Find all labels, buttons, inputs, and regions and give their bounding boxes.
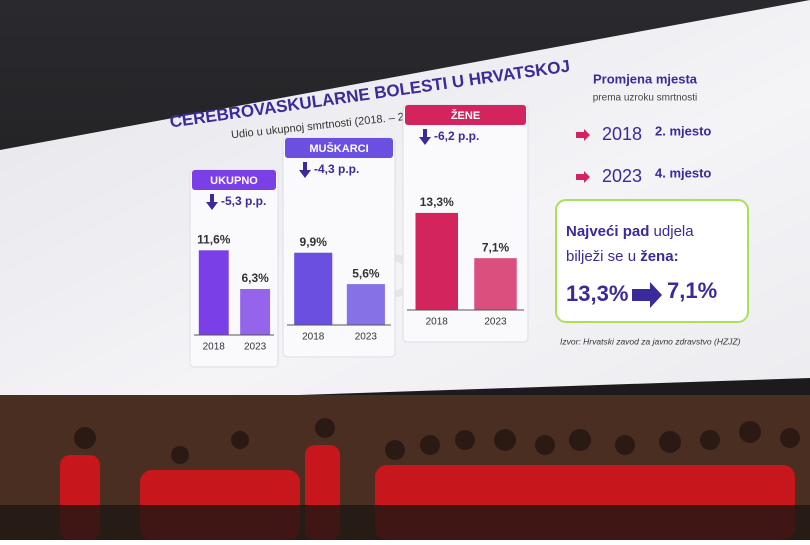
text: udjela xyxy=(654,223,695,240)
x-tick-label: 2018 xyxy=(203,342,226,353)
bar xyxy=(198,250,229,335)
highlight-box xyxy=(555,199,749,323)
value-label: 13,3% xyxy=(420,195,454,209)
x-tick-label: 2018 xyxy=(302,332,325,343)
highlight-line2: bilježi se u žena: xyxy=(566,248,679,265)
change-arrow xyxy=(206,194,218,210)
rank-place: 4. mjesto xyxy=(655,165,711,180)
bar xyxy=(346,284,385,325)
panel-title: ŽENE xyxy=(451,109,480,122)
highlight-to: 7,1% xyxy=(667,278,717,303)
bold: Najveći pad xyxy=(566,223,649,240)
panel-title: MUŠKARCI xyxy=(309,142,368,155)
highlight-line1: Najveći pad udjela xyxy=(566,223,694,240)
bar xyxy=(294,252,333,325)
rank-title: Promjena mjesta xyxy=(593,71,698,86)
bar xyxy=(415,212,458,310)
x-tick-label: 2018 xyxy=(426,317,449,328)
text: bilježi se u xyxy=(566,248,636,265)
panel-title: UKUPNO xyxy=(210,175,258,187)
x-tick-label: 2023 xyxy=(355,332,378,343)
highlight-from: 13,3% xyxy=(566,281,628,306)
value-label: 5,6% xyxy=(352,266,380,280)
rank-arrow xyxy=(576,129,590,141)
bar xyxy=(240,289,271,335)
change-label: -6,2 p.p. xyxy=(434,129,479,143)
highlight-arrow xyxy=(632,282,662,308)
value-label: 7,1% xyxy=(482,240,510,254)
change-label: -5,3 p.p. xyxy=(221,194,266,208)
heads xyxy=(74,418,800,464)
rank-place: 2. mjesto xyxy=(655,123,711,138)
change-label: -4,3 p.p. xyxy=(314,162,359,176)
audience xyxy=(0,505,810,540)
value-label: 11,6% xyxy=(197,232,231,246)
panel-header xyxy=(405,105,526,125)
rank-year: 2023 xyxy=(602,166,642,186)
change-arrow xyxy=(299,162,311,178)
rank-year: 2018 xyxy=(602,124,642,144)
panel-header xyxy=(285,138,393,158)
x-tick-label: 2023 xyxy=(244,342,267,353)
x-tick-label: 2023 xyxy=(484,317,507,328)
source: Izvor: Hrvatski zavod za javno zdravstvo… xyxy=(560,336,741,346)
value-label: 9,9% xyxy=(300,235,328,249)
bar xyxy=(474,258,517,310)
rank-arrow xyxy=(576,171,590,183)
rank-subtitle: prema uzroku smrtnosti xyxy=(593,93,697,104)
change-arrow xyxy=(419,129,431,145)
panel-header xyxy=(192,170,276,190)
bold: žena: xyxy=(640,248,678,265)
value-label: 6,3% xyxy=(241,271,269,285)
